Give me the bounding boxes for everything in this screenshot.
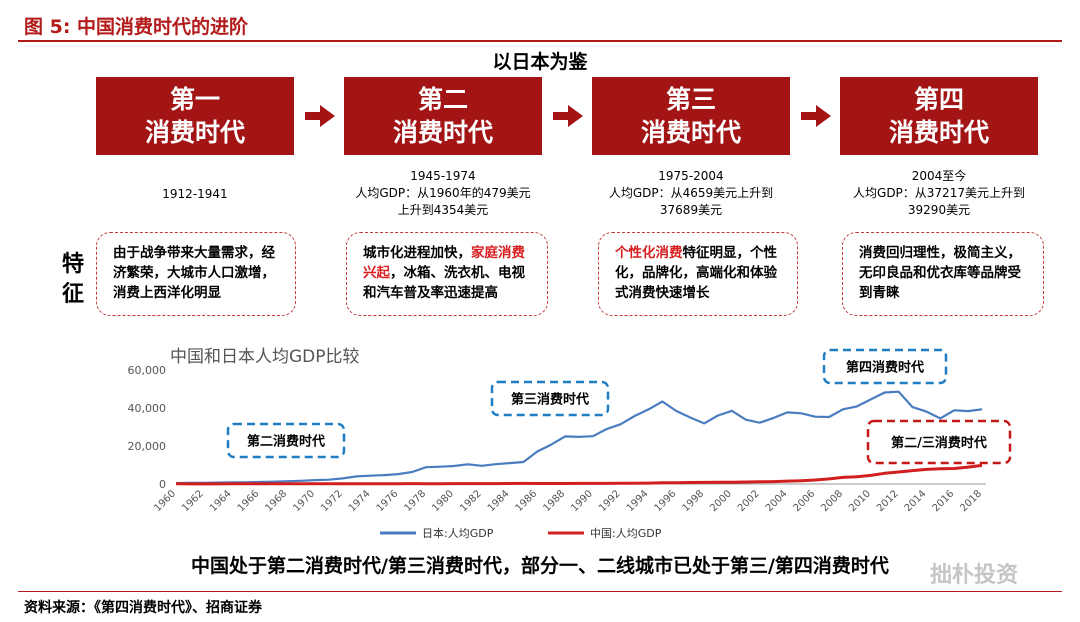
callout-label: 第四消费时代 [846,360,924,376]
era-box-4-line1: 第四 [913,85,964,114]
era-info-2: 1945-1974 人均GDP：从1960年的479美元 上升到4354美元 [334,168,552,219]
era-info-2-gdp-cont: 上升到4354美元 [397,203,489,217]
feature-text-4: 消费回归理性，极简主义，无印良品和优衣库等品牌受到青睐 [859,245,1021,301]
x-tick-label: 2014 [903,488,929,514]
feature-text-1: 由于战争带来大量需求，经济繁荣，大城市人口激增，消费上西洋化明显 [113,245,275,301]
right-arrow-icon [553,105,583,127]
watermark: 拙朴投资 [930,563,1019,588]
x-tick-label: 1970 [291,488,317,514]
x-tick-label: 1990 [569,488,595,514]
callout-label: 第三消费时代 [511,392,589,408]
era-box-2-line1: 第二 [417,85,468,114]
x-tick-label: 2004 [764,488,790,514]
chart-title: 中国和日本人均GDP比较 [170,347,360,367]
feature-highlight-2: 家庭消费兴起 [363,245,525,281]
callout-label: 第二消费时代 [247,434,325,450]
feature-text-2-pre: 城市化进程加快， [363,245,471,261]
features-label-char-1: 特 [61,252,84,277]
top-rule [18,40,1062,42]
x-tick-label: 1996 [653,488,679,514]
x-tick-label: 1960 [152,488,178,514]
callout-label: 第二/三消费时代 [891,435,987,451]
era-box-3: 第三 消费时代 [592,77,790,155]
era-box-2: 第二 消费时代 [344,77,542,155]
callout-box [226,422,346,459]
right-arrow-icon [801,105,831,127]
feature-box-1: 由于战争带来大量需求，经济繁荣，大城市人口激增，消费上西洋化明显 [96,232,296,316]
legend-label: 中国:人均GDP [590,527,662,540]
x-tick-label: 1976 [375,488,401,514]
y-tick-label: 60,000 [128,364,167,377]
bottom-rule [18,591,1062,592]
era-info-1: 1912-1941 [96,186,294,203]
x-tick-label: 2018 [958,488,984,514]
y-tick-label: 20,000 [128,440,167,453]
era-box-1-line1: 第一 [169,85,220,114]
era-info-1-years: 1912-1941 [162,187,228,201]
era-info-3-years: 1975-2004 [658,169,724,183]
x-tick-label: 1998 [680,488,706,514]
features-label: 特 征 [60,250,86,310]
era-box-4: 第四 消费时代 [840,77,1038,155]
era-info-4-gdp: 人均GDP：从37217美元上升到 [853,186,1025,200]
x-tick-label: 2000 [708,488,734,514]
era-box-4-line2: 消费时代 [888,118,989,147]
y-tick-label: 0 [159,478,166,491]
feature-box-4: 消费回归理性，极简主义，无印良品和优衣库等品牌受到青睐 [842,232,1044,316]
x-tick-label: 1978 [402,488,428,514]
right-arrow-icon [305,105,335,127]
x-tick-label: 2006 [792,488,818,514]
legend-label: 日本:人均GDP [422,526,494,540]
bottom-conclusion: 中国处于第二消费时代/第三消费时代，部分一、二线城市已处于第三/第四消费时代 [191,555,889,577]
x-tick-label: 1986 [514,488,540,514]
x-tick-label: 1988 [541,488,567,514]
series-line-china [175,463,983,486]
y-tick-label: 40,000 [128,402,167,415]
era-info-2-gdp: 人均GDP：从1960年的479美元 [355,186,531,200]
x-tick-label: 1964 [208,488,234,514]
era-box-3-line1: 第三 [665,85,716,114]
feature-text-2-post: ，冰箱、洗衣机、电视和汽车普及率迅速提高 [363,265,525,301]
x-tick-label: 1982 [458,488,484,514]
era-info-3-gdp: 人均GDP：从4659美元上升到 [608,186,774,200]
era-info-4-years: 2004至今 [911,169,967,183]
x-tick-label: 2016 [931,488,957,514]
callout-box [490,380,610,417]
feature-box-3: 个性化消费特征明显，个性化，品牌化，高端化和体验式消费快速增长 [598,232,798,316]
x-tick-label: 1968 [264,488,290,514]
callout-box [822,348,948,385]
subject-title: 以日本为鉴 [492,51,588,73]
era-info-3: 1975-2004 人均GDP：从4659美元上升到 37689美元 [582,168,800,219]
x-tick-label: 1972 [319,488,345,514]
era-box-3-line2: 消费时代 [640,118,741,147]
x-tick-label: 1992 [597,488,623,514]
era-info-4-gdp-cont: 39290美元 [907,203,971,217]
era-box-1: 第一 消费时代 [96,77,294,155]
era-box-1-line2: 消费时代 [144,118,245,147]
feature-box-2: 城市化进程加快，家庭消费兴起，冰箱、洗衣机、电视和汽车普及率迅速提高 [346,232,548,316]
series-line-japan [175,390,983,485]
era-box-2-line2: 消费时代 [392,118,493,147]
x-tick-label: 1994 [625,488,651,514]
x-tick-label: 1980 [430,488,456,514]
feature-text-3-post: 特征明显，个性化，品牌化，高端化和体验式消费快速增长 [615,245,777,301]
source-note: 资料来源：《第四消费时代》、招商证券 [24,600,262,616]
feature-highlight-3: 个性化消费 [615,245,683,261]
era-info-4: 2004至今 人均GDP：从37217美元上升到 39290美元 [830,168,1048,219]
x-tick-label: 2012 [875,488,901,514]
x-tick-label: 1962 [180,488,206,514]
x-tick-label: 2002 [736,488,762,514]
era-info-3-gdp-cont: 37689美元 [659,203,723,217]
figure-title: 图 5: 中国消费时代的进阶 [24,16,249,38]
x-tick-label: 2008 [819,488,845,514]
x-tick-label: 1966 [236,488,262,514]
callout-box [866,419,1012,465]
features-label-char-2: 征 [61,282,84,307]
era-info-2-years: 1945-1974 [410,169,476,183]
x-tick-label: 1984 [486,488,512,514]
x-tick-label: 2010 [847,488,873,514]
x-tick-label: 1974 [347,488,373,514]
